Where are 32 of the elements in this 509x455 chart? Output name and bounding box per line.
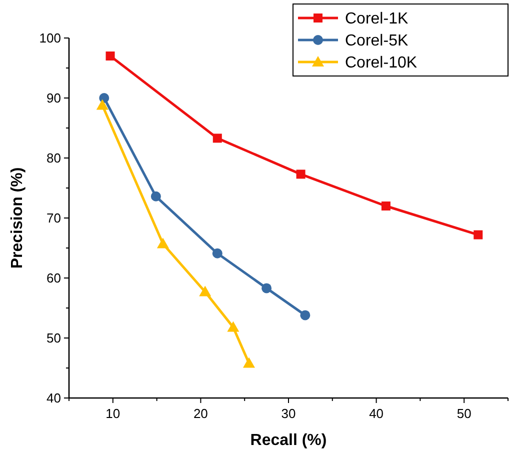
y-axis-title: Precision (%) [9, 167, 26, 269]
legend-label: Corel-1K [345, 10, 408, 28]
point [296, 170, 306, 179]
point [262, 283, 272, 294]
x-axis-title: Recall (%) [250, 432, 327, 449]
legend-label: Corel-10K [345, 54, 418, 72]
y-tick-label: 40 [46, 390, 61, 406]
point [242, 357, 255, 368]
x-tick-label: 10 [106, 406, 120, 421]
point [300, 310, 310, 320]
point [212, 134, 222, 143]
point [99, 93, 110, 103]
x-tick-label: 50 [456, 406, 472, 421]
y-tick-label: 70 [46, 210, 61, 226]
x-tick-label: 20 [193, 406, 208, 421]
y-tick-label: 100 [39, 30, 61, 46]
y-tick-label: 50 [46, 330, 61, 346]
point [106, 52, 115, 60]
point [381, 202, 390, 210]
x-tick-label: 30 [281, 406, 296, 421]
point [199, 286, 212, 296]
point [227, 321, 240, 332]
point [156, 238, 169, 248]
point [96, 99, 108, 110]
y-tick-label: 90 [46, 90, 61, 106]
point [150, 191, 161, 202]
point [212, 248, 222, 258]
y-tick-label: 80 [46, 150, 61, 166]
x-tick-label: 40 [369, 406, 384, 421]
y-tick-label: 60 [46, 270, 61, 286]
point [474, 230, 483, 240]
legend-label: Corel-5K [345, 32, 408, 50]
